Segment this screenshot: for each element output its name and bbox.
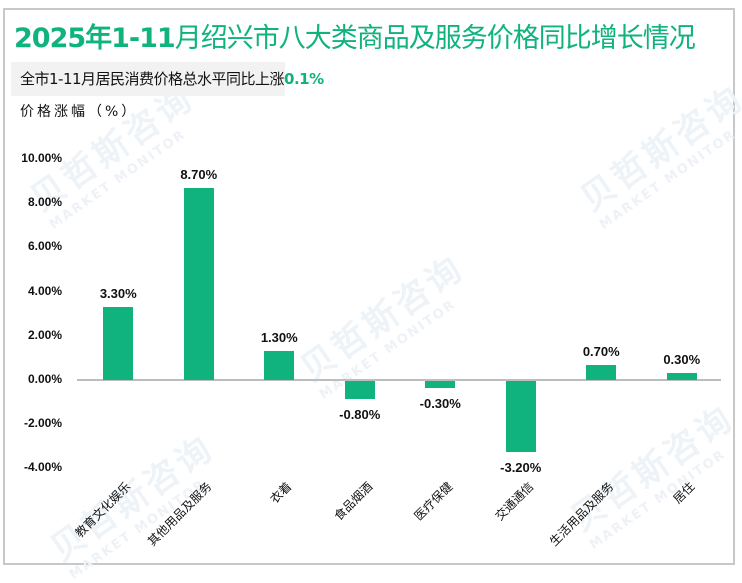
y-tick-label: -4.00% (23, 460, 62, 475)
bar (264, 351, 295, 380)
y-tick-label: 6.00% (27, 239, 62, 254)
chart-frame (3, 8, 735, 565)
data-label: 8.70% (180, 166, 218, 182)
bar (425, 381, 456, 388)
data-label: -0.80% (339, 406, 381, 422)
bar (103, 307, 134, 380)
data-label: -3.20% (500, 459, 542, 475)
y-tick-label: 8.00% (27, 195, 62, 210)
chart-subtitle: 全市1-11月居民消费价格总水平同比上涨0.1% (11, 62, 324, 96)
data-label: -0.30% (419, 395, 461, 411)
bar (183, 187, 214, 380)
bar (586, 364, 617, 380)
subtitle-highlight-value: 0.1% (284, 70, 324, 88)
data-label: 0.30% (663, 352, 701, 368)
y-axis-label: 价格涨幅（%） (20, 104, 139, 120)
bar (344, 381, 375, 399)
data-label: 3.30% (99, 286, 137, 302)
data-label: 0.70% (582, 343, 620, 359)
y-tick-label: -2.00% (23, 416, 62, 431)
bar (505, 381, 536, 452)
chart-title: 2025年1-11月绍兴市八大类商品及服务价格同比增长情况 (14, 23, 696, 54)
bar (666, 373, 697, 380)
y-tick-label: 10.00% (21, 151, 62, 165)
y-tick-label: 4.00% (27, 283, 62, 298)
y-tick-label: 0.00% (27, 372, 62, 386)
y-tick-label: 2.00% (27, 327, 62, 342)
data-label: 1.30% (260, 330, 298, 346)
x-axis-line (77, 379, 721, 381)
